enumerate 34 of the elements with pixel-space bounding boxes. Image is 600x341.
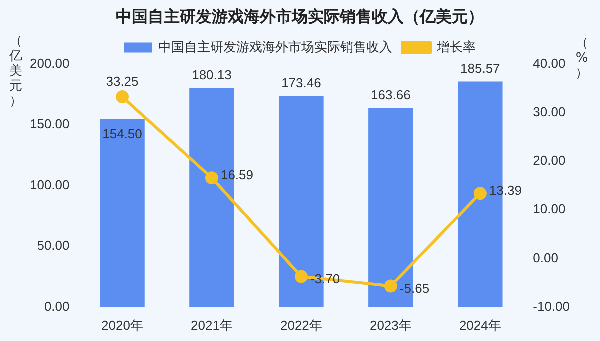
point — [116, 90, 129, 104]
point — [294, 270, 308, 284]
y2-tick-label: 30.00 — [533, 104, 566, 120]
y2-tick-label: 10.00 — [533, 202, 566, 217]
data-label: 173.46 — [282, 76, 322, 91]
chart-title: 中国自主研发游戏海外市场实际销售收入（亿美元） — [116, 6, 484, 26]
x-tick-label: 2022年 — [280, 318, 322, 333]
y2-tick-label: 0.00 — [533, 250, 558, 266]
data-label: 33.25 — [106, 74, 139, 90]
y-tick-label: 0.00 — [44, 298, 70, 314]
legend-label: 增长率 — [436, 39, 476, 54]
y-tick-label: 50.00 — [37, 238, 70, 254]
y-tick-label: 150.00 — [30, 116, 70, 132]
data-label: 163.66 — [371, 87, 411, 102]
x-tick-label: 2021年 — [191, 318, 233, 333]
x-tick-label: 2023年 — [370, 318, 412, 333]
y-tick-label: 100.00 — [30, 177, 70, 192]
data-label: 180.13 — [192, 67, 232, 82]
data-label: 154.50 — [102, 126, 142, 142]
bar — [100, 120, 145, 308]
point — [474, 187, 487, 200]
legend-label: 中国自主研发游戏海外市场实际销售收入 — [158, 39, 392, 54]
y2-tick-label: 20.00 — [533, 153, 566, 168]
x-tick-label: 2024年 — [459, 318, 502, 333]
y2-tick-label: -10.00 — [533, 298, 570, 314]
y2-tick-label: 40.00 — [533, 56, 566, 71]
y-axis-title: （亿美元） — [8, 34, 24, 109]
point — [384, 280, 398, 293]
data-label: -3.70 — [310, 271, 340, 286]
data-label: 185.57 — [460, 60, 500, 76]
y-tick-label: 200.00 — [30, 56, 70, 71]
x-tick-label: 2020年 — [102, 318, 144, 333]
y2-axis-title: （%） — [574, 36, 590, 81]
point — [205, 172, 218, 185]
